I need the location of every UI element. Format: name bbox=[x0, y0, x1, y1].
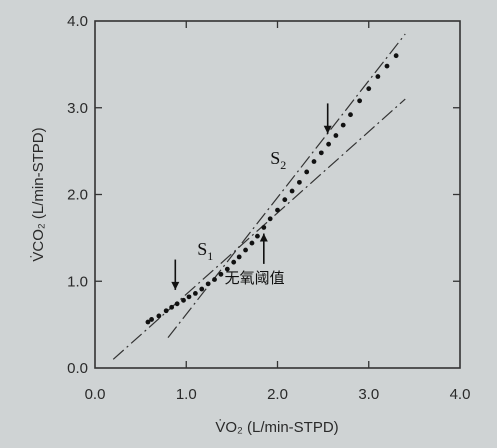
data-point bbox=[149, 317, 154, 322]
data-point bbox=[275, 207, 280, 213]
data-point bbox=[192, 290, 198, 296]
data-point bbox=[333, 133, 339, 138]
data-point bbox=[318, 150, 324, 156]
x-axis-label: V̇O₂ (L/min-STPD) bbox=[215, 419, 338, 436]
data-point bbox=[145, 319, 151, 325]
data-point bbox=[181, 297, 186, 303]
data-point bbox=[236, 254, 242, 260]
axis-ticks: 0.0 1.0 2.0 3.0 4.0 0.0 1.0 2.0 3.0 4.0 bbox=[67, 13, 470, 403]
arrow-head bbox=[171, 281, 180, 290]
data-point bbox=[289, 188, 295, 194]
x-tick-label: 3.0 bbox=[358, 386, 379, 403]
reference-line bbox=[112, 98, 406, 360]
data-point bbox=[393, 53, 399, 59]
data-point bbox=[297, 179, 302, 185]
data-point bbox=[218, 271, 224, 277]
data-point bbox=[243, 247, 248, 253]
data-point bbox=[357, 98, 363, 104]
reference-lines bbox=[112, 33, 406, 360]
data-point bbox=[224, 266, 230, 272]
data-point bbox=[231, 259, 237, 265]
data-point bbox=[205, 281, 211, 287]
data-point bbox=[261, 225, 267, 230]
data-point bbox=[249, 240, 255, 246]
data-point bbox=[255, 233, 260, 239]
data-point bbox=[174, 301, 180, 307]
x-tick-label: 4.0 bbox=[450, 386, 471, 403]
data-point bbox=[156, 313, 162, 319]
data-point bbox=[169, 304, 175, 310]
data-point bbox=[163, 308, 169, 314]
data-point bbox=[282, 197, 288, 203]
reference-line bbox=[167, 33, 406, 339]
data-point bbox=[326, 141, 331, 147]
data-point bbox=[267, 216, 273, 222]
data-point bbox=[366, 86, 372, 92]
data-points bbox=[145, 53, 399, 325]
x-tick-label: 2.0 bbox=[267, 386, 288, 403]
arrow-head bbox=[259, 233, 268, 242]
x-tick-label: 1.0 bbox=[176, 386, 197, 403]
arrow-head bbox=[323, 125, 332, 134]
data-point bbox=[186, 294, 192, 300]
y-tick-label: 3.0 bbox=[67, 100, 88, 117]
plot-frame bbox=[94, 20, 461, 369]
y-tick-label: 1.0 bbox=[67, 273, 88, 290]
data-point bbox=[199, 286, 205, 292]
data-point bbox=[340, 122, 346, 128]
y-axis-label: V̇CO₂ (L/min-STPD) bbox=[30, 127, 47, 261]
y-tick-label: 2.0 bbox=[67, 187, 88, 204]
data-point bbox=[304, 169, 310, 175]
annotation-s1: S1 bbox=[197, 239, 213, 263]
data-point bbox=[375, 74, 381, 79]
data-point bbox=[212, 277, 217, 282]
data-point bbox=[348, 112, 353, 118]
annotation-anaerobic-threshold: 无氧阈值 bbox=[225, 269, 285, 287]
x-tick-label: 0.0 bbox=[85, 386, 106, 403]
y-tick-label: 4.0 bbox=[67, 13, 88, 30]
annotation-arrows bbox=[171, 103, 332, 290]
annotation-s2: S2 bbox=[270, 148, 286, 172]
y-tick-label: 0.0 bbox=[67, 360, 88, 377]
data-point bbox=[311, 159, 317, 164]
data-point bbox=[384, 63, 390, 69]
